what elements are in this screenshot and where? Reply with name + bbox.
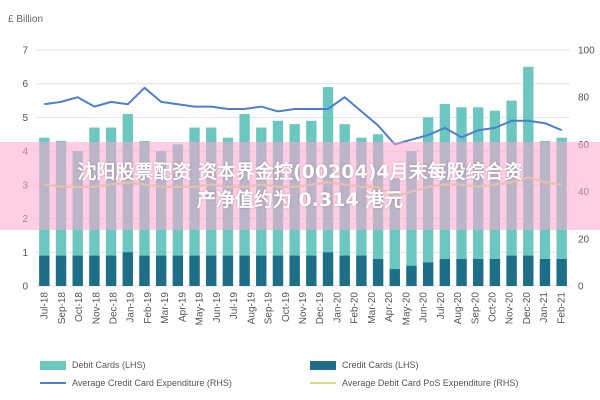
x-tick-label: Nov-20 (505, 292, 516, 325)
x-tick-label: May-19 (195, 292, 206, 326)
line-avg-credit-expenditure (44, 86, 563, 146)
bar-credit-cards (356, 255, 367, 286)
bar-credit-cards (239, 255, 250, 286)
left-tick-label: 0 (22, 282, 28, 293)
left-tick-label: 6 (22, 79, 28, 90)
legend: Debit Cards (LHS) Credit Cards (LHS) Ave… (40, 356, 580, 392)
bar-credit-cards (55, 255, 67, 286)
x-tick-label: Jan-21 (539, 292, 550, 323)
bar-credit-cards (322, 252, 334, 286)
x-tick-label: Dec-20 (522, 292, 533, 325)
x-tick-label: Nov-18 (91, 292, 102, 325)
bar-credit-cards (289, 255, 300, 286)
x-tick-label: Sep-18 (57, 292, 68, 325)
bar-credit-cards (339, 255, 350, 286)
x-tick-label: Aug-20 (453, 292, 464, 325)
right-tick-label: 80 (578, 93, 590, 104)
bar-credit-cards (105, 255, 117, 286)
x-tick-label: Feb-21 (556, 292, 567, 324)
legend-item-debit-cards: Debit Cards (LHS) (40, 360, 310, 370)
bar-credit-cards (556, 259, 567, 286)
legend-swatch-avg-credit (40, 382, 66, 384)
bar-credit-cards (389, 269, 400, 286)
x-tick-label: Dec-19 (315, 292, 326, 325)
bar-credit-cards (222, 255, 234, 286)
x-tick-label: Jan-19 (126, 292, 137, 323)
x-tick-label: Oct-20 (487, 292, 498, 322)
bar-credit-cards (89, 255, 100, 286)
x-tick-label: Jul-18 (40, 292, 51, 320)
bar-credit-cards (539, 259, 551, 286)
bar-credit-cards (39, 255, 50, 286)
legend-label-credit: Credit Cards (LHS) (342, 360, 419, 370)
x-tick-label: Sep-19 (264, 292, 275, 325)
x-tick-label: Jan-20 (332, 292, 343, 323)
x-tick-label: Apr-19 (177, 292, 188, 322)
left-axis-unit: £ Billion (8, 14, 43, 25)
x-tick-label: Apr-20 (384, 292, 395, 322)
legend-item-avg-debit: Average Debit Card PoS Expenditure (RHS) (310, 378, 580, 388)
overlay-banner: 沈阳股票配资 资本界金控(00204)4月末每股综合资 产净值约为 0.314 … (0, 142, 600, 230)
bar-credit-cards (272, 255, 284, 286)
bar-credit-cards (372, 259, 384, 286)
bar-credit-cards (256, 255, 267, 286)
legend-item-credit-cards: Credit Cards (LHS) (310, 360, 580, 370)
x-tick-label: Oct-19 (281, 292, 292, 322)
x-tick-label: Dec-18 (109, 292, 120, 325)
right-tick-label: 100 (578, 46, 595, 57)
bar-credit-cards (122, 252, 133, 286)
bar-credit-cards (422, 262, 434, 286)
x-tick-label: Feb-20 (350, 292, 361, 324)
bar-credit-cards (506, 255, 517, 286)
legend-swatch-avg-debit (310, 382, 336, 384)
bar-credit-cards (306, 255, 317, 286)
bar-credit-cards (523, 255, 534, 286)
bar-credit-cards (489, 259, 501, 286)
bar-credit-cards (189, 255, 200, 286)
legend-label-avg-debit: Average Debit Card PoS Expenditure (RHS) (342, 378, 519, 388)
x-tick-label: Jul-19 (229, 292, 240, 320)
bar-credit-cards (155, 255, 167, 286)
legend-swatch-debit (40, 360, 66, 370)
legend-label-avg-credit: Average Credit Card Expenditure (RHS) (72, 378, 232, 388)
banner-line-2: 产净值约为 0.314 港元 (196, 189, 404, 211)
x-tick-label: Nov-19 (298, 292, 309, 325)
bar-credit-cards (439, 259, 451, 286)
x-tick-label: Jun-20 (419, 292, 430, 323)
x-tick-label: Jul-20 (436, 292, 447, 320)
left-tick-label: 5 (22, 113, 28, 124)
right-tick-label: 0 (578, 282, 584, 293)
bar-credit-cards (72, 255, 83, 286)
banner-line-1: 沈阳股票配资 资本界金控(00204)4月末每股综合资 (77, 161, 523, 183)
x-tick-label: Jun-19 (212, 292, 223, 323)
bar-credit-cards (139, 255, 150, 286)
bar-credit-cards (172, 255, 184, 286)
bar-credit-cards (456, 259, 467, 286)
x-tick-label: Oct-18 (74, 292, 85, 322)
bar-credit-cards (406, 265, 417, 286)
x-tick-label: Mar-19 (160, 292, 171, 324)
legend-label-debit: Debit Cards (LHS) (72, 360, 146, 370)
x-tick-label: Feb-19 (143, 292, 154, 324)
x-tick-label: Mar-20 (367, 292, 378, 324)
bar-debit-cards (389, 178, 400, 286)
bar-credit-cards (473, 259, 484, 286)
legend-swatch-credit (310, 360, 336, 370)
bar-credit-cards (206, 255, 217, 286)
legend-item-avg-credit: Average Credit Card Expenditure (RHS) (40, 378, 310, 388)
x-tick-label: May-20 (401, 292, 412, 326)
right-tick-label: 20 (578, 234, 590, 245)
x-tick-label: Aug-19 (246, 292, 257, 325)
left-tick-label: 7 (22, 46, 28, 57)
axis-ticks: 01234567020406080100Jul-18Sep-18Oct-18No… (22, 46, 595, 326)
left-tick-label: 1 (22, 248, 28, 259)
x-tick-label: Sep-20 (470, 292, 481, 325)
